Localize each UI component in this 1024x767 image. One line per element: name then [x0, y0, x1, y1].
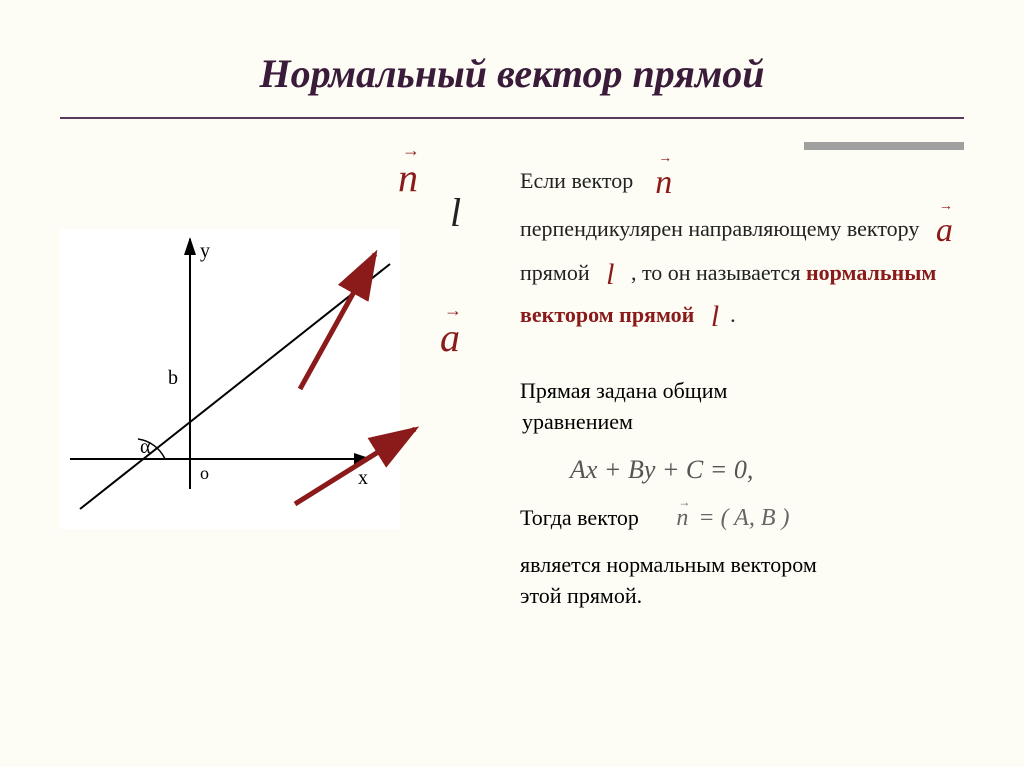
content-row: → n l → a: [60, 159, 964, 625]
vec-n-label: → n: [398, 154, 418, 201]
l-symbol-inline: l: [711, 296, 719, 338]
period: .: [730, 302, 736, 327]
n-letter: n: [398, 155, 418, 200]
text-frag: является нормальным вектором: [520, 552, 817, 577]
text-frag: Тогда вектор: [520, 505, 639, 530]
a-symbol-inline: → a: [936, 207, 953, 255]
alpha-label: α: [140, 436, 151, 458]
text-frag: уравнением: [522, 409, 633, 434]
l-letter: l: [450, 190, 461, 235]
text-column: Если вектор → n перпендикулярен направля…: [500, 159, 964, 625]
n-letter: n: [655, 164, 672, 201]
paragraph-3: Тогда вектор → n = ( A, B ): [520, 502, 964, 536]
n-vector: [300, 254, 375, 389]
paragraph-2: Прямая задана общим уравнением: [520, 376, 964, 438]
text-frag: прямой: [520, 260, 590, 285]
diagram-box: y x o b α: [60, 229, 400, 529]
a-letter: a: [936, 212, 953, 249]
text-frag: перпендикулярен направляющему вектору: [520, 215, 919, 240]
page-title: Нормальный вектор прямой: [60, 50, 964, 97]
y-label: y: [200, 240, 210, 262]
paragraph-4: является нормальным вектором этой прямой…: [520, 550, 964, 612]
line-l-label: l: [450, 189, 461, 236]
arrow-icon: →: [678, 494, 690, 511]
text-frag: этой прямой.: [520, 583, 642, 608]
divider: [60, 117, 964, 119]
accent-bar: [804, 142, 964, 150]
slide: Нормальный вектор прямой → n l → a: [0, 0, 1024, 767]
a-vector: [295, 429, 415, 504]
n-equals-ab: → n = ( A, B ): [676, 502, 789, 536]
a-letter: a: [440, 315, 460, 360]
arrow-icon: →: [444, 300, 462, 321]
diagram-column: → n l → a: [60, 159, 500, 625]
equation-general: Ax + By + C = 0,: [570, 452, 964, 488]
ab-tuple: = ( A, B ): [698, 505, 789, 531]
x-label: x: [358, 467, 368, 489]
text-frag: Если вектор: [520, 168, 633, 193]
l-symbol-inline: l: [606, 254, 614, 296]
b-label: b: [168, 367, 178, 389]
arrow-icon: →: [402, 140, 420, 161]
o-label: o: [200, 463, 209, 483]
arrow-icon: →: [658, 149, 672, 169]
text-frag: , то он называется: [631, 260, 801, 285]
vec-a-label: → a: [440, 314, 460, 361]
n-symbol-inline: → n: [655, 159, 672, 207]
paragraph-1: Если вектор → n перпендикулярен направля…: [520, 159, 964, 338]
text-frag: Прямая задана общим: [520, 378, 727, 403]
arrow-icon: →: [939, 197, 953, 217]
diagram-svg: y x o b α: [40, 209, 440, 539]
